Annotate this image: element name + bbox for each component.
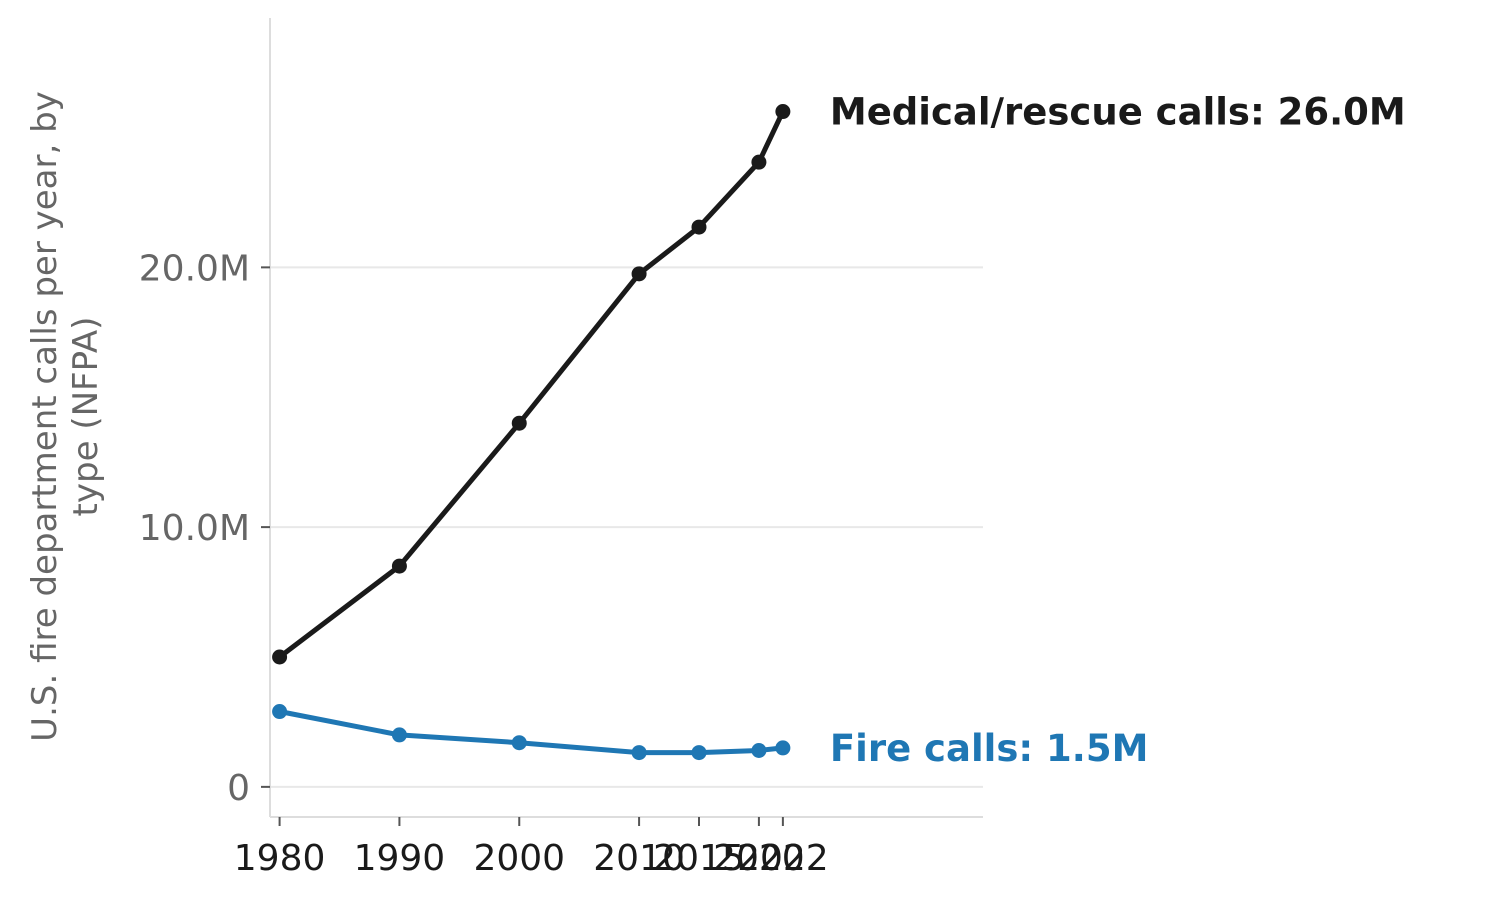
x-tick-label: 2015 bbox=[653, 838, 745, 879]
data-point bbox=[751, 743, 767, 759]
data-point bbox=[272, 704, 288, 720]
x-tick-label: 1990 bbox=[354, 838, 446, 879]
y-axis-ticks: 0 10.0M 20.0M bbox=[139, 248, 270, 809]
y-axis-label-line: U.S. fire department calls per year, by bbox=[25, 91, 65, 742]
data-point bbox=[631, 266, 647, 282]
x-tick-label: 2022 bbox=[737, 838, 829, 879]
x-tick-label: 2000 bbox=[473, 838, 565, 879]
y-tick-label: 0 bbox=[227, 768, 250, 809]
series-end-label: Fire calls: 1.5M bbox=[830, 727, 1149, 770]
y-axis-label: U.S. fire department calls per year, byt… bbox=[25, 91, 106, 742]
y-tick-label: 10.0M bbox=[139, 508, 250, 549]
data-point bbox=[391, 727, 407, 743]
data-point bbox=[691, 219, 707, 235]
data-point bbox=[775, 740, 791, 756]
series-line bbox=[277, 709, 786, 756]
series-end-label: Medical/rescue calls: 26.0M bbox=[830, 91, 1406, 134]
series-layer: Medical/rescue calls: 26.0M Fire calls: 1… bbox=[272, 91, 1406, 770]
data-point bbox=[751, 154, 767, 170]
y-tick-label: 20.0M bbox=[139, 248, 250, 289]
series: Medical/rescue calls: 26.0M bbox=[272, 91, 1406, 665]
data-point bbox=[391, 558, 407, 574]
series: Fire calls: 1.5M bbox=[272, 704, 1148, 770]
data-point bbox=[691, 745, 707, 761]
x-tick-label: 2020 bbox=[713, 838, 805, 879]
data-point bbox=[631, 745, 647, 761]
x-tick-label: 1980 bbox=[234, 838, 326, 879]
data-point bbox=[511, 415, 527, 431]
x-tick-label: 2010 bbox=[593, 838, 685, 879]
y-axis-label-line: type (NFPA) bbox=[66, 317, 106, 517]
series-line bbox=[277, 109, 786, 660]
data-point bbox=[775, 104, 791, 120]
data-point bbox=[511, 735, 527, 751]
gridlines bbox=[270, 266, 983, 788]
data-point bbox=[272, 649, 288, 665]
